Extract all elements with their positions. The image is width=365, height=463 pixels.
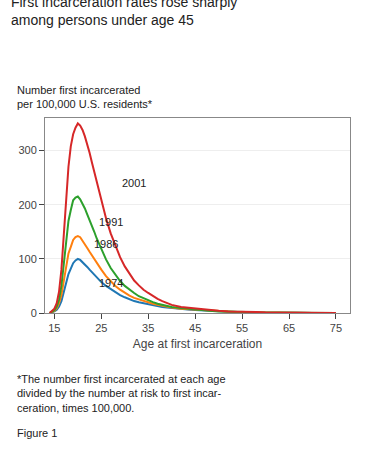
svg-text:15: 15	[48, 322, 60, 334]
svg-text:35: 35	[142, 322, 154, 334]
svg-text:55: 55	[236, 322, 248, 334]
svg-text:1986: 1986	[94, 238, 118, 250]
svg-text:100: 100	[18, 253, 36, 265]
svg-text:0: 0	[31, 307, 37, 319]
svg-text:Figure 1: Figure 1	[17, 427, 57, 439]
svg-text:300: 300	[18, 144, 36, 156]
svg-text:75: 75	[330, 322, 342, 334]
svg-text:Age at first incarceration: Age at first incarceration	[133, 337, 262, 351]
svg-text:First incarceration rates rose: First incarceration rates rose sharplyam…	[11, 0, 237, 28]
svg-text:25: 25	[95, 322, 107, 334]
svg-text:1991: 1991	[99, 216, 123, 228]
svg-text:65: 65	[283, 322, 295, 334]
svg-text:2001: 2001	[122, 177, 146, 189]
svg-text:45: 45	[189, 322, 201, 334]
svg-text:*The number first incarcerated: *The number first incarcerated at each a…	[17, 373, 226, 414]
svg-text:200: 200	[18, 199, 36, 211]
svg-text:1974: 1974	[99, 277, 123, 289]
svg-text:Number first incarceratedper 1: Number first incarceratedper 100,000 U.S…	[17, 84, 153, 110]
